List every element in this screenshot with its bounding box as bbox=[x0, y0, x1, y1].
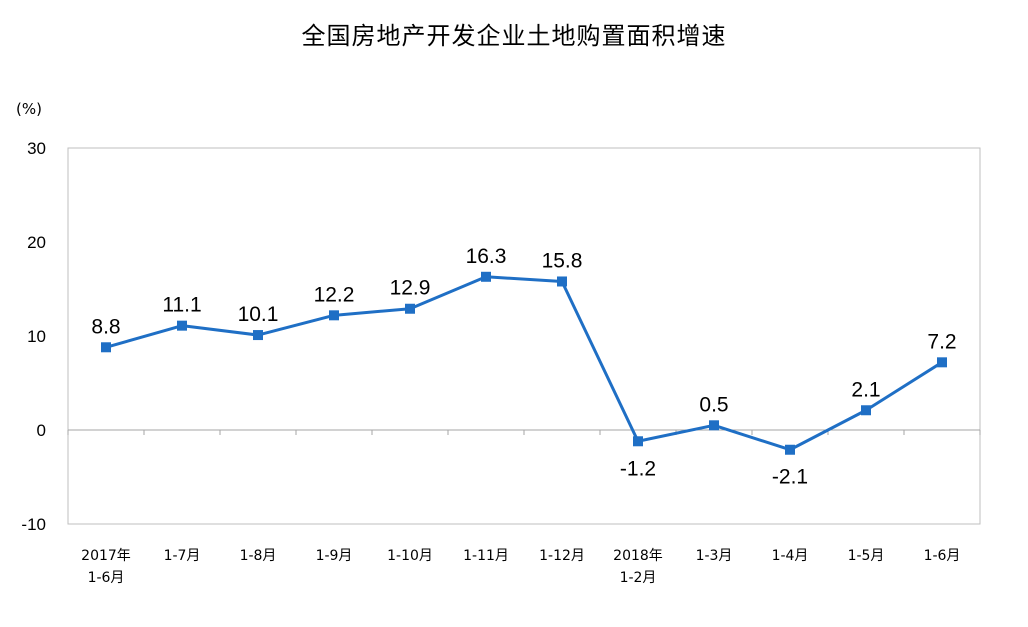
plot-area-frame bbox=[67, 147, 981, 525]
y-tick-label: -10 bbox=[21, 515, 46, 534]
data-point-marker bbox=[633, 436, 643, 447]
data-point-marker bbox=[785, 444, 795, 455]
data-point-marker bbox=[177, 320, 187, 331]
x-axis: 2017年 1-6月 1-7月 1-8月 1-9月 1-10月 1-11月 1-12月 2018… bbox=[67, 429, 981, 586]
data-value-label: 2.1 bbox=[851, 378, 880, 401]
data-point-marker bbox=[861, 405, 871, 416]
x-category-label: 1-5月 bbox=[848, 548, 885, 564]
data-point-marker bbox=[101, 342, 111, 353]
series-line bbox=[105, 275, 943, 452]
data-value-label: 12.2 bbox=[314, 283, 355, 306]
data-value-label: 12.9 bbox=[390, 277, 431, 300]
data-point-marker bbox=[405, 303, 415, 314]
x-category-label: 2018年 1-2月 bbox=[613, 548, 663, 586]
y-axis-unit-label: (%) bbox=[16, 100, 42, 118]
data-point-marker bbox=[481, 271, 491, 282]
x-category-label: 1-10月 bbox=[387, 548, 433, 564]
x-category-label: 1-7月 bbox=[164, 548, 201, 564]
data-value-label: 0.5 bbox=[699, 393, 728, 416]
x-category-label: 1-12月 bbox=[539, 548, 585, 564]
data-value-label: 16.3 bbox=[466, 245, 507, 268]
y-tick-label: 0 bbox=[37, 421, 46, 440]
data-value-label: 8.8 bbox=[91, 315, 120, 338]
data-value-label: -1.2 bbox=[620, 457, 656, 480]
x-category-label: 2017年 1-6月 bbox=[81, 548, 131, 586]
x-category-label: 1-6月 bbox=[924, 548, 961, 564]
data-point-marker bbox=[709, 420, 719, 431]
data-value-label: -2.1 bbox=[772, 466, 808, 489]
data-value-label: 10.1 bbox=[238, 303, 279, 326]
data-point-marker bbox=[937, 357, 947, 368]
data-point-marker bbox=[253, 330, 263, 341]
x-category-label: 1-9月 bbox=[316, 548, 353, 564]
x-category-label: 1-11月 bbox=[463, 548, 509, 564]
data-value-label: 15.8 bbox=[542, 249, 583, 272]
data-point-marker bbox=[557, 276, 567, 287]
data-value-label: 7.2 bbox=[927, 330, 956, 353]
x-category-label: 1-3月 bbox=[696, 548, 733, 564]
y-axis: -10 0 10 20 30 bbox=[21, 139, 46, 534]
data-point-marker bbox=[329, 310, 339, 321]
chart-title: 全国房地产开发企业土地购置面积增速 bbox=[301, 22, 727, 50]
y-tick-label: 30 bbox=[27, 139, 46, 158]
series-group: 8.8 11.1 10.1 12.2 12.9 16.3 15.8 -1.2 0.5 -2.1 2.… bbox=[91, 245, 956, 489]
y-tick-label: 20 bbox=[27, 233, 46, 252]
y-tick-label: 10 bbox=[27, 327, 46, 346]
data-value-label: 11.1 bbox=[162, 294, 201, 317]
x-category-label: 1-8月 bbox=[240, 548, 277, 564]
x-category-label: 1-4月 bbox=[772, 548, 809, 564]
